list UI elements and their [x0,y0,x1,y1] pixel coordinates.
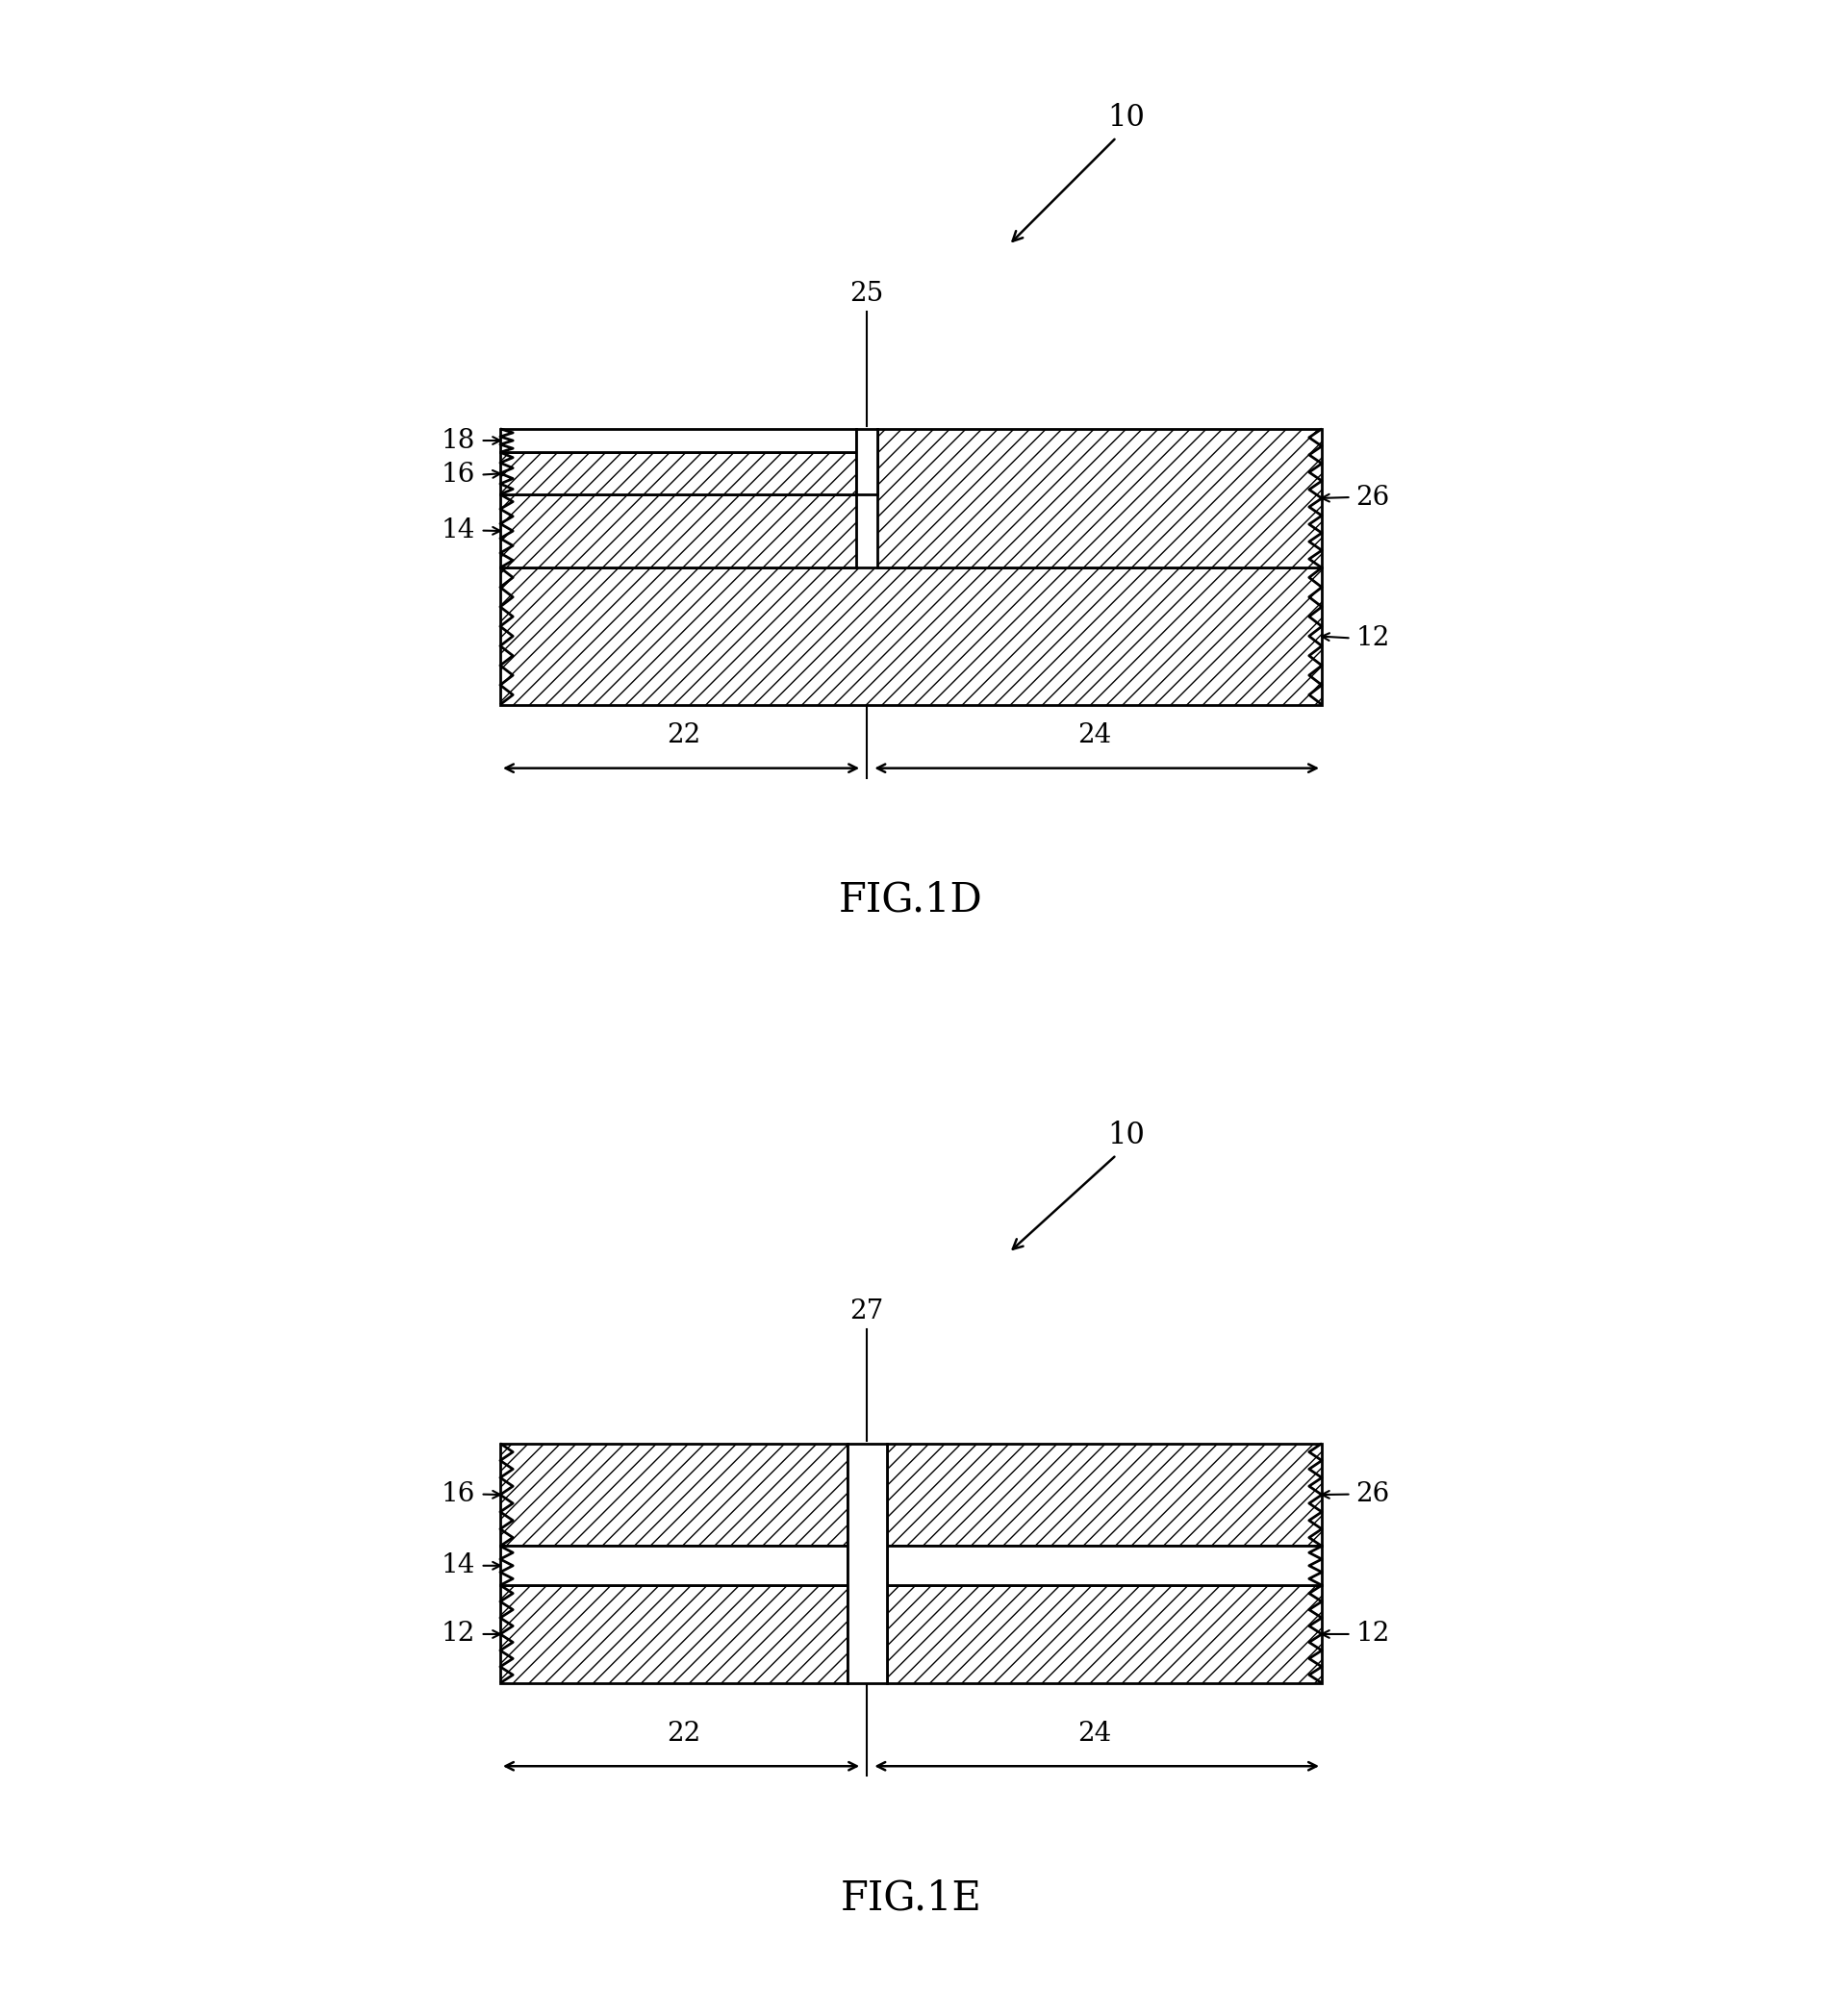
Text: 26: 26 [1356,484,1390,510]
Bar [501,1443,847,1546]
Bar [847,1443,887,1683]
Text: 26: 26 [1356,1482,1390,1508]
Bar [856,429,878,494]
Bar [501,429,856,452]
Bar [887,1546,1321,1585]
Bar [878,429,1321,569]
Text: 12: 12 [441,1621,476,1647]
Bar [887,1443,1321,1546]
Bar [501,494,856,569]
Text: 12: 12 [1356,1621,1390,1647]
Bar [887,1585,1321,1683]
Bar [501,1585,847,1683]
Text: 14: 14 [441,1552,476,1579]
Text: 25: 25 [851,280,884,306]
Text: 10: 10 [1108,103,1144,133]
Bar [501,569,1321,706]
Text: 10: 10 [1108,1121,1144,1151]
Text: FIG.1E: FIG.1E [840,1879,982,1919]
Bar [501,452,856,494]
Text: 27: 27 [851,1298,884,1325]
Text: 14: 14 [441,518,476,544]
Text: 16: 16 [441,1482,476,1508]
Text: 12: 12 [1356,625,1390,651]
Text: 16: 16 [441,462,476,488]
Text: 24: 24 [1077,1720,1111,1746]
Text: 22: 22 [667,1720,700,1746]
Text: 24: 24 [1077,722,1111,748]
Text: 18: 18 [441,427,476,454]
Text: 22: 22 [667,722,700,748]
Bar [501,1546,847,1585]
Text: FIG.1D: FIG.1D [838,881,984,921]
